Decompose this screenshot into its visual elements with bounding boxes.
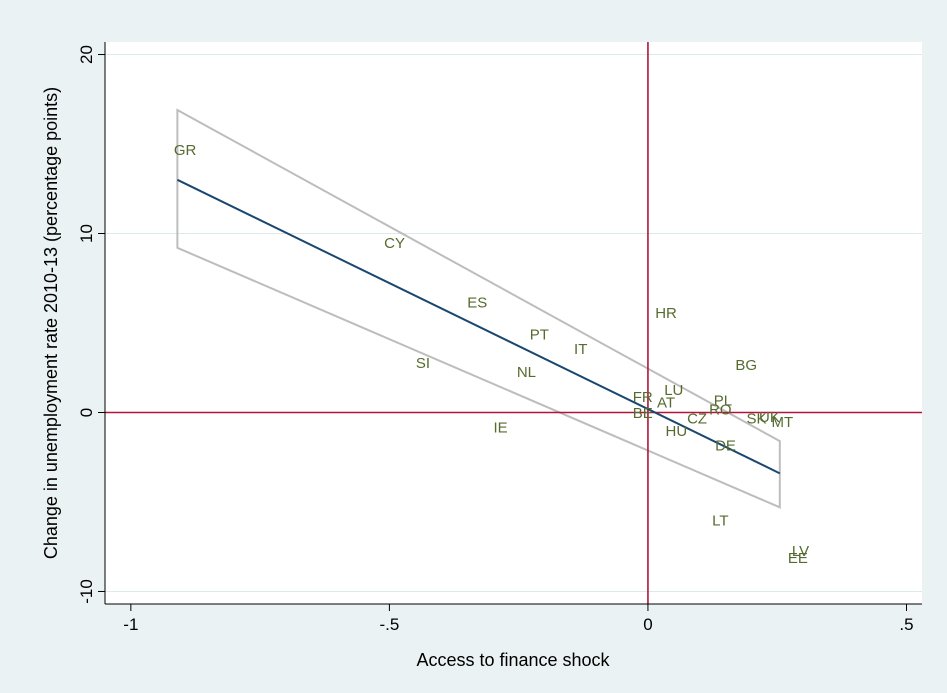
confidence-band xyxy=(176,108,781,509)
point-label-si: SI xyxy=(416,355,430,372)
point-label-uk: UK xyxy=(759,409,780,426)
point-label-gr: GR xyxy=(174,142,197,159)
point-label-lu: LU xyxy=(664,382,683,399)
x-tick-label: -1 xyxy=(123,615,138,634)
point-label-cy: CY xyxy=(384,235,405,252)
point-label-fr: FR xyxy=(633,389,653,406)
point-label-de: DE xyxy=(715,437,736,454)
point-label-pl: PL xyxy=(714,393,732,410)
point-label-ee: EE xyxy=(788,550,808,567)
gridlines xyxy=(105,54,922,592)
fit-line-group xyxy=(176,178,781,475)
x-axis-title: Access to finance shock xyxy=(416,650,610,670)
point-label-ro: RO xyxy=(709,402,732,419)
plot-area xyxy=(105,42,922,604)
point-label-lt: LT xyxy=(712,513,728,530)
x-tick-label: -.5 xyxy=(379,615,399,634)
y-tick-label: -10 xyxy=(77,579,96,604)
axes xyxy=(98,42,922,611)
y-axis-title: Change in unemployment rate 2010-13 (per… xyxy=(41,87,61,559)
point-label-es: ES xyxy=(467,294,487,311)
point-label-sk: SK xyxy=(747,411,767,428)
reference-lines xyxy=(105,42,922,604)
fit-line xyxy=(176,178,781,475)
x-tick-label: 0 xyxy=(643,615,652,634)
point-label-it: IT xyxy=(574,341,587,358)
y-tick-label: 20 xyxy=(77,45,96,64)
point-label-hr: HR xyxy=(655,305,677,322)
y-tick-label: 0 xyxy=(77,408,96,417)
point-label-bg: BG xyxy=(735,357,757,374)
point-label-at: AT xyxy=(657,395,675,412)
point-label-hu: HU xyxy=(666,423,688,440)
point-label-lv: LV xyxy=(792,543,809,560)
point-label-nl: NL xyxy=(517,364,536,381)
y-tick-label: 10 xyxy=(77,224,96,243)
x-tick-label: .5 xyxy=(899,615,913,634)
point-label-mt: MT xyxy=(772,414,794,431)
confidence-band-outline xyxy=(176,108,781,509)
tick-labels: -1 -.5 0 .5 -10 0 10 20 xyxy=(77,45,914,634)
point-label-be: BE xyxy=(633,405,653,422)
point-label-cz: CZ xyxy=(687,411,707,428)
point-label-pt: PT xyxy=(530,326,549,343)
point-label-ie: IE xyxy=(493,420,507,437)
